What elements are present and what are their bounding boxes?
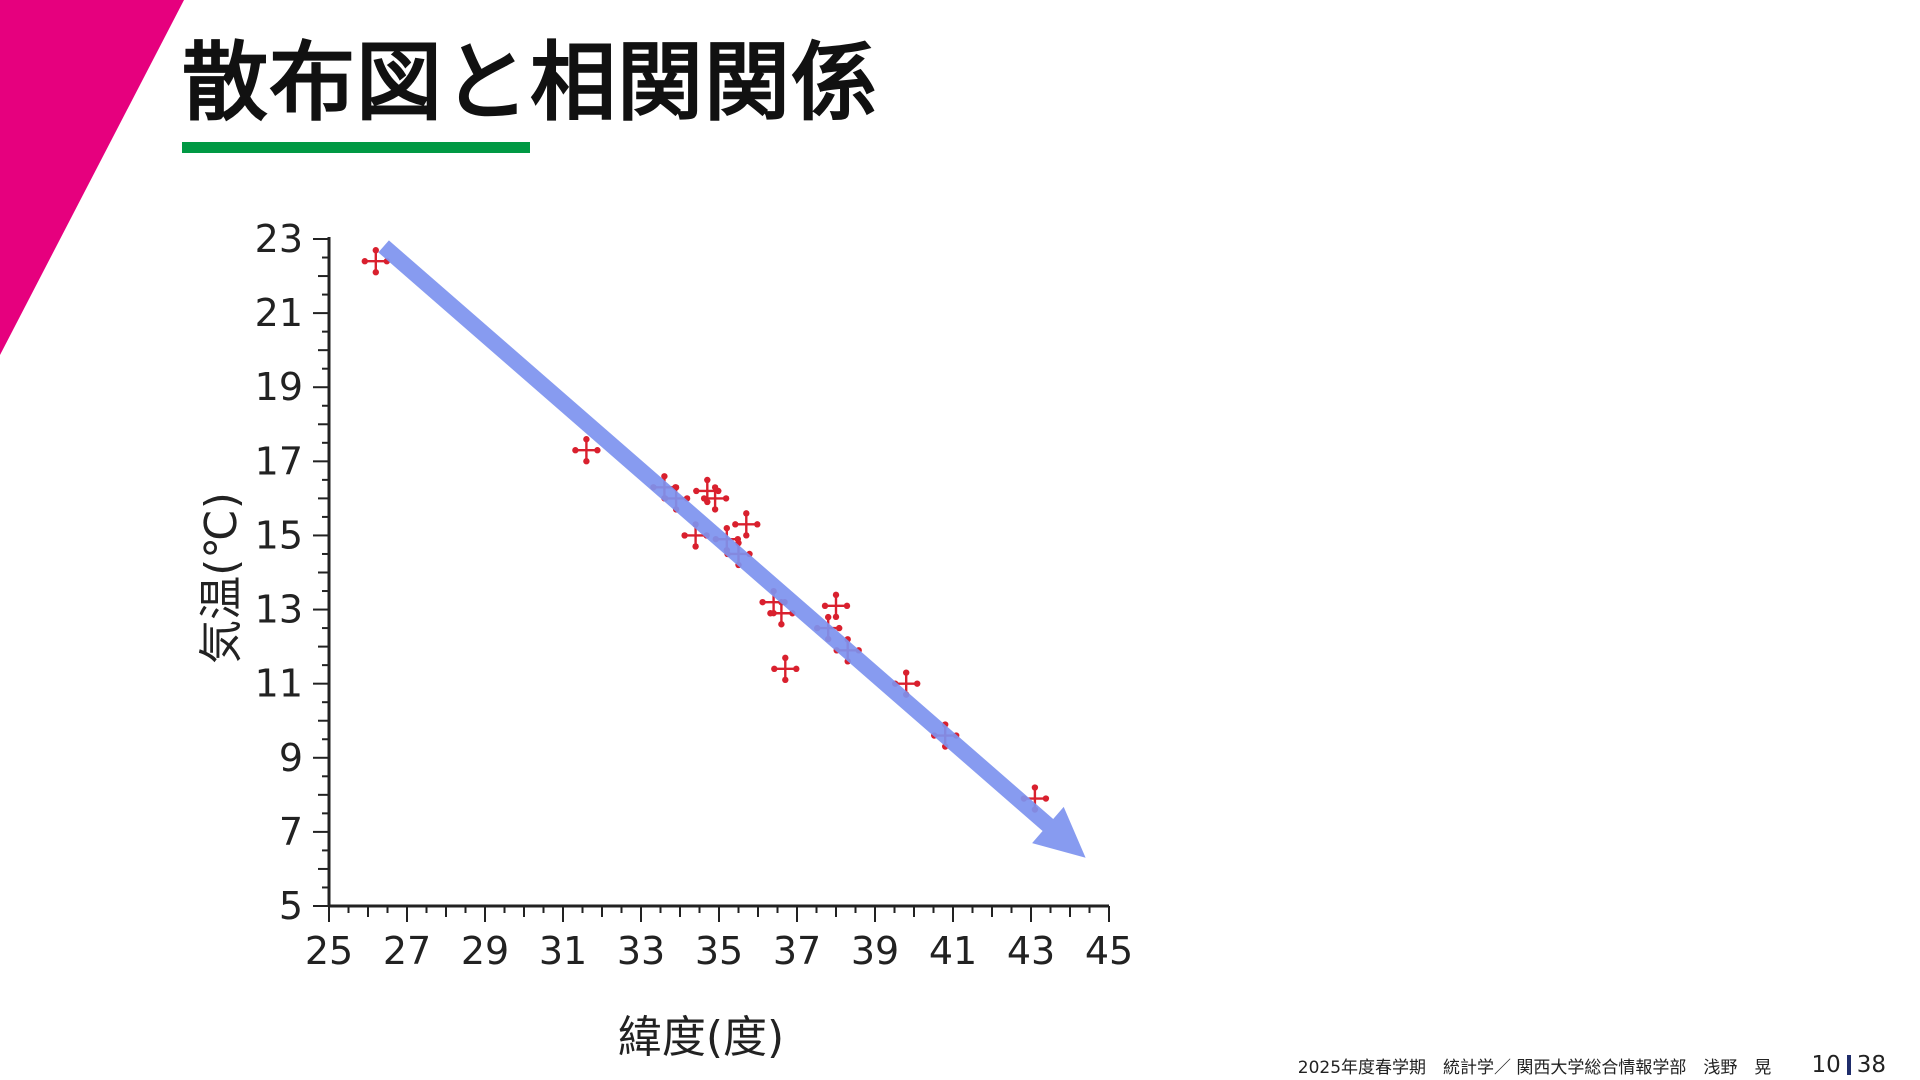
page-number-total: 38 bbox=[1856, 1052, 1886, 1078]
x-tick-label: 31 bbox=[539, 929, 587, 973]
page-number-current: 10 bbox=[1811, 1052, 1841, 1078]
data-point-dot bbox=[771, 665, 778, 673]
data-point-dot bbox=[754, 521, 761, 528]
footer: 2025年度春学期 統計学／ 関西大学総合情報学部 浅野 晃 10 38 bbox=[1298, 1050, 1886, 1080]
y-tick-label: 19 bbox=[255, 365, 303, 409]
data-point-dot bbox=[836, 624, 843, 632]
data-point-dot bbox=[711, 506, 719, 513]
x-tick-label: 39 bbox=[851, 929, 899, 973]
y-tick-label: 5 bbox=[279, 884, 303, 928]
data-point-dot bbox=[782, 676, 789, 684]
trend-arrow bbox=[378, 240, 1086, 858]
data-point-dot bbox=[693, 487, 700, 495]
data-point-dot bbox=[672, 484, 680, 491]
y-axis-label: 気温(℃) bbox=[196, 492, 247, 664]
data-point-dot bbox=[759, 598, 766, 606]
y-tick-label: 21 bbox=[255, 291, 303, 335]
data-point-dot bbox=[704, 476, 711, 484]
data-point bbox=[821, 591, 851, 621]
axes: 25 27 29 31 33 35 37 39 41 43 45 5 7 9 11 13 15 17 19 21 23 bbox=[255, 217, 1134, 973]
data-point-dot bbox=[594, 447, 601, 454]
data-point-dot bbox=[743, 510, 750, 517]
data-point-dot bbox=[1042, 795, 1050, 802]
data-point-dot bbox=[372, 269, 379, 276]
y-tick-label: 15 bbox=[255, 513, 303, 557]
data-point-dot bbox=[778, 621, 785, 628]
data-point-dot bbox=[793, 665, 800, 673]
x-tick-label: 35 bbox=[695, 929, 743, 973]
title-underline bbox=[182, 142, 530, 153]
x-tick-label: 45 bbox=[1085, 929, 1133, 973]
data-point-dot bbox=[722, 495, 730, 502]
data-point-dot bbox=[903, 669, 910, 676]
y-tick-label: 11 bbox=[255, 662, 303, 706]
data-point-dot bbox=[767, 610, 774, 617]
data-point bbox=[700, 484, 730, 513]
data-point bbox=[572, 436, 601, 465]
data-point-dot bbox=[843, 602, 851, 610]
x-axis-label: 緯度(度) bbox=[618, 1012, 784, 1063]
data-point bbox=[771, 654, 800, 684]
data-point-dot bbox=[692, 543, 699, 550]
slide-title: 散布図と相関関係 bbox=[182, 33, 878, 133]
data-point-dot bbox=[681, 532, 688, 539]
data-point-dot bbox=[723, 524, 730, 532]
data-point-dot bbox=[832, 613, 840, 621]
corner-accent-triangle bbox=[0, 0, 184, 355]
y-tick-label: 7 bbox=[279, 810, 303, 854]
data-point-dot bbox=[782, 654, 789, 662]
data-point-dot bbox=[583, 436, 590, 443]
data-point-dot bbox=[661, 473, 668, 480]
x-tick-label: 27 bbox=[383, 929, 431, 973]
x-tick-label: 25 bbox=[305, 929, 353, 973]
data-point-dot bbox=[711, 484, 719, 491]
x-tick-label: 37 bbox=[773, 929, 821, 973]
data-point bbox=[693, 476, 722, 506]
y-tick-label: 13 bbox=[255, 588, 303, 632]
data-point-dot bbox=[372, 247, 379, 254]
data-point-dot bbox=[1031, 784, 1039, 791]
x-tick-label: 33 bbox=[617, 929, 665, 973]
page-number-divider bbox=[1846, 1055, 1851, 1075]
y-tick-label: 17 bbox=[255, 439, 303, 483]
data-point bbox=[732, 510, 761, 539]
trend-arrow-group bbox=[378, 240, 1086, 858]
x-tick-label: 41 bbox=[929, 929, 977, 973]
y-tick-label: 9 bbox=[279, 736, 303, 780]
data-point-dot bbox=[743, 532, 750, 539]
x-tick-label: 29 bbox=[461, 929, 509, 973]
data-point-dot bbox=[572, 447, 579, 454]
data-point-dot bbox=[832, 591, 840, 599]
data-point-dot bbox=[732, 521, 739, 528]
footer-text: 2025年度春学期 統計学／ 関西大学総合情報学部 浅野 晃 bbox=[1297, 1057, 1772, 1078]
data-point-dot bbox=[825, 613, 832, 621]
corner-accent-shape bbox=[0, 0, 184, 355]
x-tick-label: 43 bbox=[1007, 929, 1055, 973]
data-point-dot bbox=[361, 258, 368, 265]
data-point-dot bbox=[821, 602, 829, 610]
y-tick-label: 23 bbox=[255, 217, 303, 261]
data-point bbox=[361, 247, 390, 276]
data-point-dot bbox=[700, 495, 708, 502]
data-point-dot bbox=[914, 680, 921, 687]
data-point-dot bbox=[583, 458, 590, 465]
